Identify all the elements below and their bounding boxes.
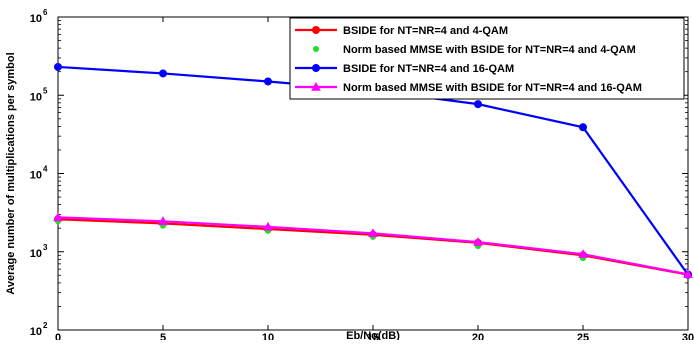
x-tick-label: 10	[262, 332, 274, 340]
legend-swatch-marker	[312, 26, 320, 34]
x-tick-label: 30	[682, 332, 694, 340]
y-tick-label: 10	[30, 170, 42, 182]
y-tick-exponent: 2	[43, 321, 48, 330]
legend: BSIDE for NT=NR=4 and 4-QAM Norm based MM…	[289, 17, 685, 100]
data-point	[579, 123, 587, 132]
y-tick-exponent: 6	[43, 8, 48, 17]
legend-item: Norm based MMSE with BSIDE for NT=NR=4 a…	[313, 44, 636, 56]
legend-swatch-marker	[311, 81, 321, 91]
y-tick-label: 10	[30, 326, 42, 338]
data-point	[263, 221, 273, 231]
y-tick-label: 10	[30, 13, 42, 25]
x-axis-label: Eb/No(dB)	[346, 330, 400, 340]
data-point	[473, 237, 483, 246]
series-4	[53, 212, 693, 279]
data-point	[158, 216, 168, 225]
data-point	[474, 100, 482, 109]
x-tick-label: 0	[55, 332, 61, 340]
legend-item: BSIDE for NT=NR=4 and 16-QAM	[295, 63, 514, 75]
legend-swatch-marker	[313, 46, 319, 52]
x-tick-label: 20	[472, 332, 484, 340]
data-point	[368, 228, 378, 238]
legend-item: BSIDE for NT=NR=4 and 4-QAM	[295, 25, 508, 37]
data-point	[54, 62, 62, 71]
data-point	[683, 269, 693, 279]
legend-item: Norm based MMSE with BSIDE for NT=NR=4 a…	[295, 81, 642, 94]
legend-label: BSIDE for NT=NR=4 and 4-QAM	[343, 25, 508, 37]
x-tick-label: 25	[577, 332, 589, 340]
y-tick-exponent: 5	[43, 86, 48, 95]
legend-label: Norm based MMSE with BSIDE for NT=NR=4 a…	[343, 82, 642, 94]
y-tick-exponent: 3	[43, 243, 48, 252]
legend-label: Norm based MMSE with BSIDE for NT=NR=4 a…	[343, 44, 636, 56]
x-tick-label: 5	[160, 332, 166, 340]
legend-label: BSIDE for NT=NR=4 and 16-QAM	[343, 63, 514, 75]
y-tick-exponent: 4	[43, 165, 48, 174]
data-point	[264, 77, 272, 86]
data-point	[159, 69, 167, 78]
data-point	[578, 249, 588, 258]
data-point	[53, 212, 63, 222]
y-tick-label: 10	[30, 248, 42, 260]
legend-swatch-marker	[312, 64, 320, 72]
y-axis-label: Average number of multiplications per sy…	[5, 52, 17, 294]
series-layer	[53, 62, 693, 279]
y-tick-label: 10	[30, 91, 42, 103]
legend-box	[289, 17, 685, 100]
